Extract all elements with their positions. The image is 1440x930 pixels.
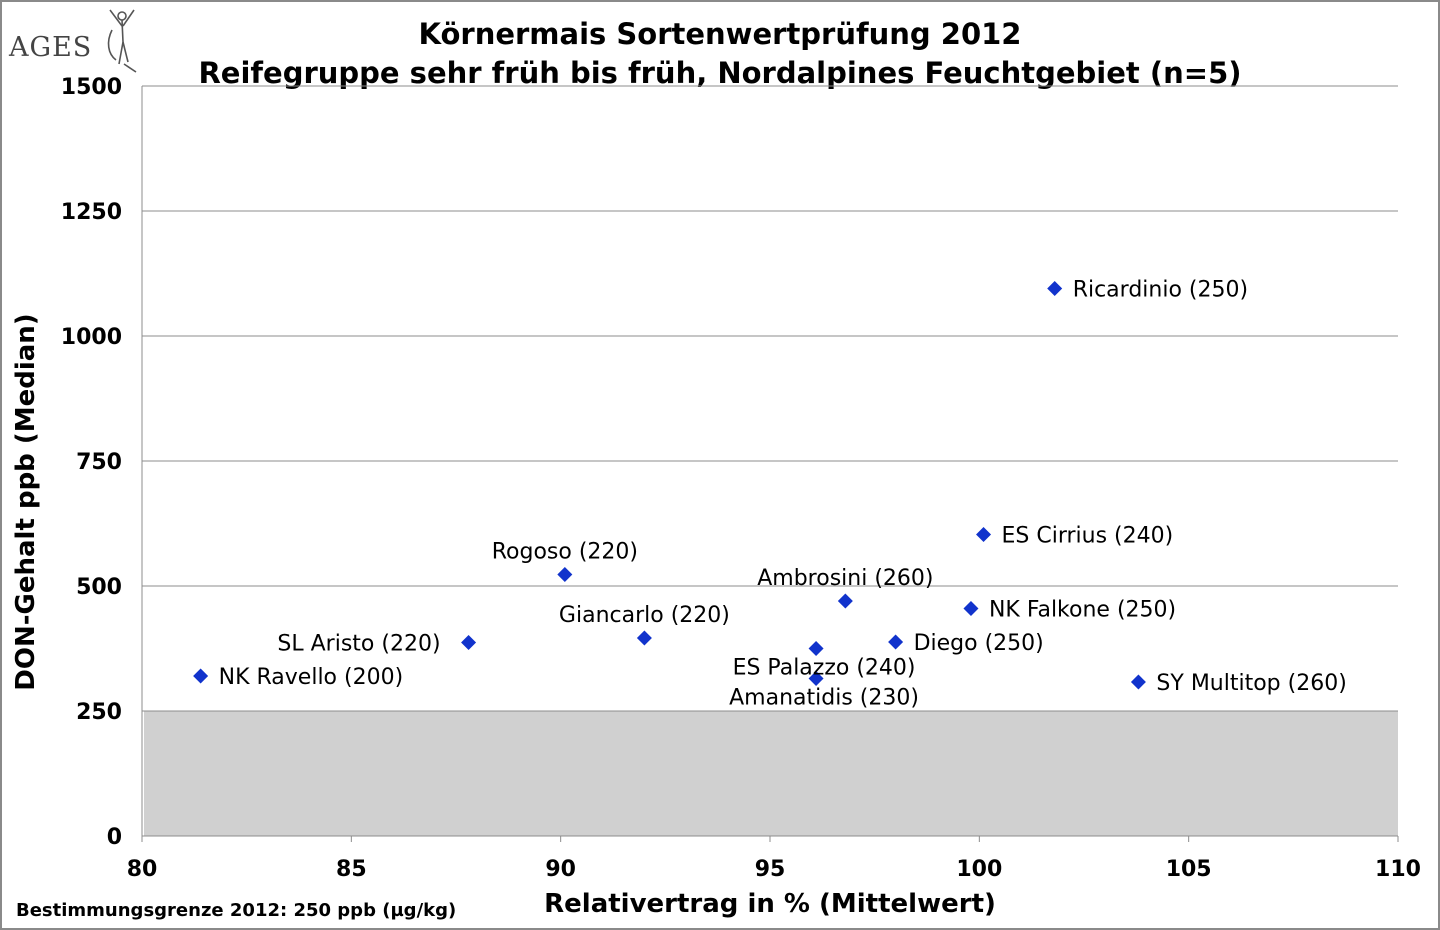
data-point-7 [888,634,904,650]
y-tick-label-750: 750 [76,450,122,475]
data-label-6: SL Aristo (220) [277,632,440,657]
y-tick-labels: 0 250 500 750 1000 1250 1500 [61,75,122,850]
data-point-4 [963,601,979,616]
y-tick-label-0: 0 [107,825,122,850]
data-label-10: Amanatidis (230) [729,686,919,711]
chart-subtitle: Reifegruppe sehr früh bis früh, Nordalpi… [198,56,1241,90]
data-label-2: Rogoso (220) [492,540,638,565]
limit-band-layer [144,711,1398,836]
data-point-11 [1130,674,1146,690]
data-label-1: ES Cirrius (240) [1002,524,1174,549]
axes [141,86,1399,842]
y-tick-label-1500: 1500 [61,75,122,100]
x-tick-label-85: 85 [336,857,367,882]
data-label-3: Ambrosini (260) [757,566,933,591]
data-label-8: ES Palazzo (240) [733,656,916,681]
footnote: Bestimmungsgrenze 2012: 250 ppb (µg/kg) [16,900,456,921]
data-points [193,281,1146,690]
x-tick-labels: 80 85 90 95 100 105 110 [127,857,1421,882]
data-point-2 [557,567,573,582]
data-point-1 [976,527,992,542]
x-tick-label-90: 90 [545,857,576,882]
data-label-7: Diego (250) [914,631,1044,656]
logo-text: AGES [8,32,92,63]
data-point-8 [808,641,824,656]
data-point-3 [837,593,853,609]
y-tick-label-250: 250 [76,700,122,725]
gridlines [142,85,1398,712]
x-tick-label-95: 95 [755,857,786,882]
limit-band [144,711,1398,836]
human-figure-icon [107,9,137,73]
y-axis-title: DON-Gehalt ppb (Median) [11,313,41,690]
x-axis-title: Relativertrag in % (Mittelwert) [544,889,996,919]
ages-logo: AGES [8,9,137,73]
data-labels: Ricardinio (250) ES Cirrius (240) Rogoso (… [219,278,1347,711]
x-tick-label-105: 105 [1166,857,1212,882]
y-tick-label-1000: 1000 [61,325,122,350]
data-point-0 [1047,281,1063,296]
data-point-5 [636,630,652,646]
x-tick-label-80: 80 [127,857,158,882]
data-label-4: NK Falkone (250) [989,598,1176,623]
x-tick-label-110: 110 [1375,857,1421,882]
chart-title: Körnermais Sortenwertprüfung 2012 [419,17,1022,51]
data-label-0: Ricardinio (250) [1073,278,1248,303]
y-tick-label-1250: 1250 [61,200,122,225]
data-point-9 [193,668,209,684]
x-tick-label-100: 100 [956,857,1002,882]
data-label-5: Giancarlo (220) [559,603,730,628]
data-label-11: SY Multitop (260) [1156,671,1346,696]
data-point-10 [808,671,824,686]
y-tick-label-500: 500 [76,575,122,600]
data-label-9: NK Ravello (200) [219,665,404,690]
data-point-6 [461,635,477,650]
